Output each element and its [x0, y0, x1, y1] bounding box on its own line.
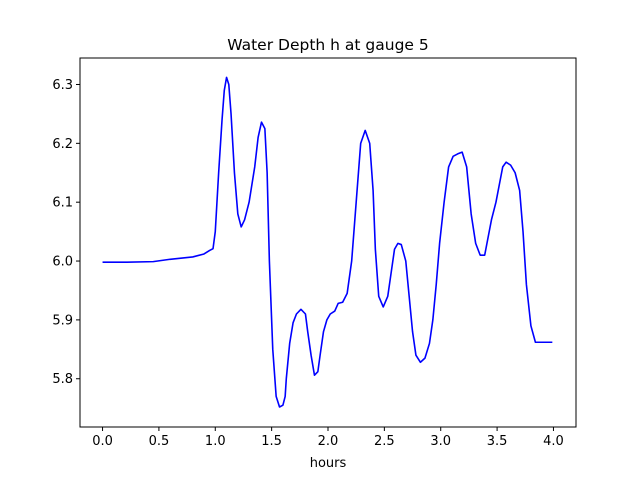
x-tick-label: 0.0 — [92, 434, 113, 449]
y-tick-label: 6.1 — [52, 196, 73, 211]
series-line — [102, 76, 553, 408]
y-tick-label: 6.0 — [52, 255, 73, 270]
y-tick-label: 5.9 — [52, 313, 73, 328]
x-tick-label: 3.5 — [487, 434, 508, 449]
x-tick-label: 2.0 — [318, 434, 339, 449]
x-tick-label: 1.0 — [205, 434, 226, 449]
chart-title: Water Depth h at gauge 5 — [227, 36, 428, 54]
x-axis-label: hours — [310, 456, 347, 471]
x-tick-label: 2.5 — [374, 434, 395, 449]
plot-frame — [79, 57, 577, 428]
x-tick-label: 3.0 — [430, 434, 451, 449]
y-tick-label: 5.8 — [52, 372, 73, 387]
x-tick-label: 0.5 — [149, 434, 170, 449]
x-tick-label: 1.5 — [261, 434, 282, 449]
y-tick-label: 6.3 — [52, 78, 73, 93]
y-tick-label: 6.2 — [52, 137, 73, 152]
x-tick-label: 4.0 — [543, 434, 564, 449]
